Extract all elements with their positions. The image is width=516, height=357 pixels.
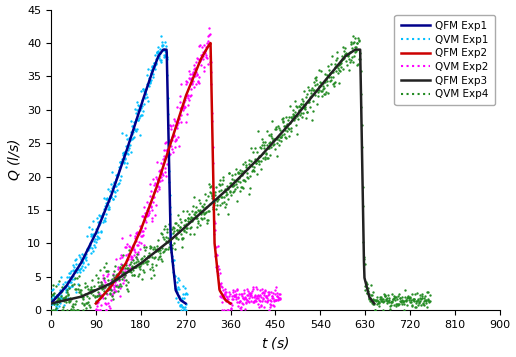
Y-axis label: $Q$ (l/s): $Q$ (l/s) [6,139,22,181]
X-axis label: $t$ (s): $t$ (s) [261,336,289,351]
Legend: QFM Exp1, QVM Exp1, QFM Exp2, QVM Exp2, QFM Exp3, QVM Exp4: QFM Exp1, QVM Exp1, QFM Exp2, QVM Exp2, … [394,15,495,105]
